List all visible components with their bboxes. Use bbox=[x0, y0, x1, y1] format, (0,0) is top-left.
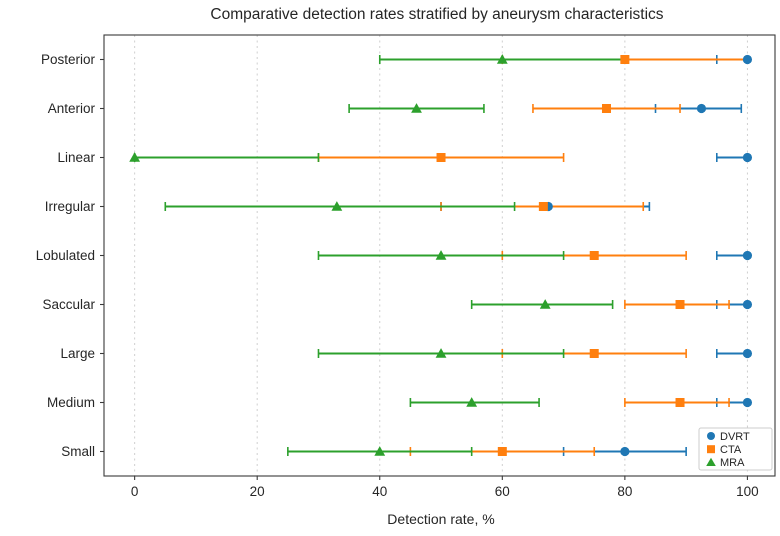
x-tick-label: 0 bbox=[131, 484, 139, 499]
x-tick-label: 80 bbox=[617, 484, 632, 499]
x-tick-label: 20 bbox=[250, 484, 265, 499]
legend-box bbox=[698, 427, 773, 471]
y-category-label: Small bbox=[61, 444, 95, 459]
mra-marker bbox=[435, 250, 447, 260]
y-category-label: Linear bbox=[57, 150, 95, 165]
dvrt-marker bbox=[620, 446, 630, 457]
dvrt-marker bbox=[742, 397, 753, 408]
legend-cta-label: CTA bbox=[720, 444, 742, 456]
x-axis-label: Detection rate, % bbox=[387, 511, 494, 527]
x-tick-label: 40 bbox=[372, 484, 387, 499]
mra-marker bbox=[129, 152, 141, 162]
markers-layer bbox=[129, 54, 753, 457]
legend-mra-label: MRA bbox=[720, 457, 745, 469]
y-category-label: Posterior bbox=[41, 52, 96, 67]
y-category-label: Anterior bbox=[48, 101, 96, 116]
cta-marker bbox=[436, 153, 446, 162]
dvrt-marker bbox=[742, 54, 753, 65]
mra-marker bbox=[466, 397, 478, 407]
legend-dvrt-label: DVRT bbox=[720, 431, 750, 443]
x-tick-label: 100 bbox=[736, 484, 759, 499]
legend-cta-square-icon bbox=[707, 445, 715, 454]
cta-marker bbox=[601, 104, 611, 113]
dvrt-marker bbox=[742, 348, 753, 359]
y-category-label: Medium bbox=[47, 395, 95, 410]
cta-marker bbox=[675, 398, 685, 407]
cta-marker bbox=[538, 202, 548, 211]
cta-marker bbox=[589, 251, 599, 260]
dvrt-marker bbox=[742, 299, 753, 310]
mra-marker bbox=[411, 103, 422, 113]
y-category-label: Large bbox=[60, 346, 95, 361]
y-category-label: Saccular bbox=[42, 297, 95, 312]
y-category-label: Irregular bbox=[45, 199, 96, 214]
mra-marker bbox=[496, 54, 508, 64]
mra-marker bbox=[331, 201, 343, 211]
cta-marker bbox=[497, 447, 507, 456]
legend-dvrt-circle-icon bbox=[707, 432, 715, 440]
chart-title: Comparative detection rates stratified b… bbox=[210, 6, 663, 23]
dvrt-marker bbox=[696, 103, 707, 114]
mra-marker bbox=[435, 348, 447, 358]
dvrt-marker bbox=[742, 152, 753, 163]
legend-mra-triangle-icon bbox=[706, 457, 716, 466]
cta-marker bbox=[589, 349, 599, 358]
mra-marker bbox=[374, 446, 386, 456]
dvrt-marker bbox=[742, 250, 753, 261]
axes-layer: 0 20 40 60 80 100 Posterior Anterior Linear Irreg… bbox=[36, 34, 776, 499]
cta-marker bbox=[620, 55, 630, 64]
mra-marker bbox=[539, 299, 551, 309]
cta-marker bbox=[675, 300, 685, 309]
y-category-label: Lobulated bbox=[36, 248, 95, 263]
x-tick-label: 60 bbox=[495, 484, 510, 499]
